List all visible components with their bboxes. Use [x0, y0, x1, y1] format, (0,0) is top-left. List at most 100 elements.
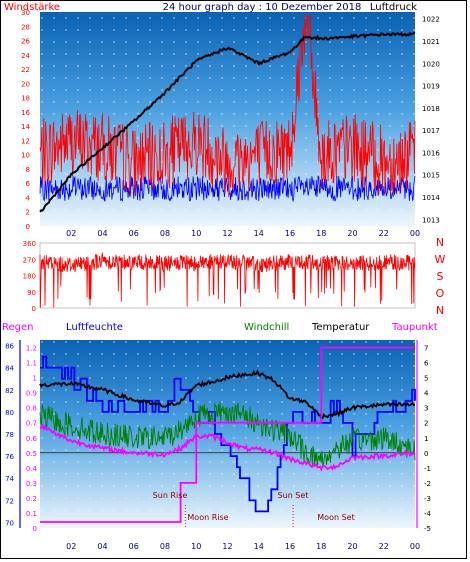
rain-tick-label: 0.1 — [26, 510, 37, 518]
top-x-tick-label: 16 — [285, 229, 295, 238]
wind-tick-label: 2 — [26, 209, 30, 217]
pressure-tick-label: 1017 — [422, 127, 440, 135]
compass-letter: N — [436, 236, 444, 249]
humidity-tick-label: 78 — [5, 431, 14, 439]
pressure-tick-label: 1020 — [422, 60, 440, 68]
bottom-x-tick-label: 22 — [379, 542, 389, 551]
humidity-tick-label: 76 — [5, 453, 14, 461]
pressure-line — [39, 31, 416, 213]
temperature-line — [39, 369, 416, 420]
rain-tick-label: 1.1 — [26, 360, 37, 368]
top-x-tick-label: 02 — [66, 229, 76, 238]
compass-letter: W — [435, 253, 446, 266]
temperature-tick-label: 7 — [424, 345, 428, 353]
pressure-tick-label: 1013 — [422, 216, 440, 224]
temperature-tick-label: 3 — [424, 405, 428, 413]
humidity-tick-label: 82 — [5, 387, 14, 395]
wind-tick-label: 10 — [21, 152, 30, 160]
wind-tick-label: 12 — [21, 137, 30, 145]
dewpoint-line — [40, 423, 416, 472]
compass-letter: S — [437, 270, 444, 283]
rain-tick-label: 0.4 — [26, 465, 38, 473]
wind-tick-label: 6 — [26, 180, 31, 188]
temperature-label: Temperatur — [311, 322, 370, 333]
rain-tick-label: 0.8 — [26, 405, 37, 413]
bottom-x-tick-label: 02 — [66, 542, 76, 551]
rain-tick-label: 0.2 — [26, 495, 37, 503]
top-x-tick-label: 08 — [160, 229, 170, 238]
wind-tick-label: 28 — [21, 23, 30, 31]
temperature-tick-label: 4 — [424, 390, 429, 398]
rain-tick-label: 0.5 — [26, 450, 37, 458]
temperature-tick-label: 0 — [424, 450, 428, 458]
axes: 0246810121416182022242628301013101410151… — [5, 9, 445, 551]
temperature-tick-label: 5 — [424, 375, 428, 383]
temperature-tick-label: -2 — [424, 480, 431, 488]
windchill-line — [39, 401, 416, 467]
bottom-x-tick-label: 14 — [254, 542, 264, 551]
moon-rise-label: Moon Rise — [187, 513, 228, 522]
humidity-tick-label: 80 — [5, 409, 14, 417]
bottom-x-tick-label: 16 — [285, 542, 295, 551]
wind-tick-label: 22 — [21, 66, 30, 74]
bottom-x-tick-label: 06 — [129, 542, 139, 551]
rain-tick-label: 1 — [33, 375, 37, 383]
wind-tick-label: 20 — [21, 80, 30, 88]
wind-tick-label: 26 — [21, 38, 30, 46]
rain-tick-label: 0.6 — [26, 435, 38, 443]
top-x-tick-label: 20 — [347, 229, 357, 238]
direction-line — [39, 252, 416, 308]
top-x-tick-label: 10 — [191, 229, 201, 238]
top-x-tick-label: 00 — [410, 229, 420, 238]
sun-rise-label: Sun Rise — [153, 491, 188, 500]
wind-series — [39, 15, 416, 198]
direction-plot-area — [39, 242, 416, 309]
humidity-tick-label: 84 — [5, 365, 14, 373]
wind-tick-label: 14 — [21, 123, 30, 131]
pressure-tick-label: 1016 — [422, 149, 440, 157]
direction-tick-label: 270 — [23, 256, 36, 264]
wind-tick-label: 24 — [21, 52, 30, 60]
wind-tick-label: 18 — [21, 95, 30, 103]
direction-tick-label: 0 — [32, 305, 36, 313]
wind-tick-label: 16 — [21, 109, 30, 117]
pressure-tick-label: 1015 — [422, 172, 440, 180]
humidity-label: Luftfeuchte — [66, 322, 123, 333]
windchill-label: Windchill — [244, 322, 289, 333]
temperature-tick-label: -4 — [424, 510, 432, 518]
top-x-tick-label: 06 — [129, 229, 139, 238]
temperature-tick-label: 1 — [424, 435, 428, 443]
gust-series — [39, 175, 416, 203]
pressure-tick-label: 1021 — [422, 38, 440, 46]
top-x-tick-label: 18 — [316, 229, 326, 238]
pressure-axis-label: Luftdruck — [370, 2, 417, 13]
compass-letter: O — [436, 287, 445, 300]
top-x-tick-label: 04 — [97, 229, 107, 238]
bottom-x-tick-label: 12 — [222, 542, 232, 551]
pressure-tick-label: 1018 — [422, 105, 440, 113]
rain-tick-label: 1.2 — [26, 345, 37, 353]
rain-tick-label: 0.7 — [26, 420, 37, 428]
moon-set-label: Moon Set — [317, 513, 354, 522]
bottom-x-tick-label: 18 — [316, 542, 326, 551]
top-x-tick-label: 12 — [222, 229, 232, 238]
rain-tick-label: 0.9 — [26, 390, 37, 398]
dewpoint-label: Taupunkt — [391, 322, 438, 333]
bottom-x-tick-label: 20 — [347, 542, 357, 551]
gust-line — [39, 175, 416, 203]
rain-axis-label: Regen — [2, 322, 34, 333]
bottom-series — [39, 346, 416, 528]
rain-tick-label: 0 — [33, 525, 37, 533]
temperature-tick-label: -3 — [424, 495, 431, 503]
wind-line — [39, 15, 416, 198]
wind-tick-label: 30 — [21, 9, 30, 17]
wind-axis-label: Windstärke — [4, 2, 60, 13]
direction-tick-label: 180 — [23, 273, 36, 281]
sun-set-label: Sun Set — [278, 491, 309, 500]
pressure-tick-label: 1019 — [422, 83, 440, 91]
bottom-x-tick-label: 10 — [191, 542, 201, 551]
pressure-tick-label: 1014 — [422, 194, 440, 202]
